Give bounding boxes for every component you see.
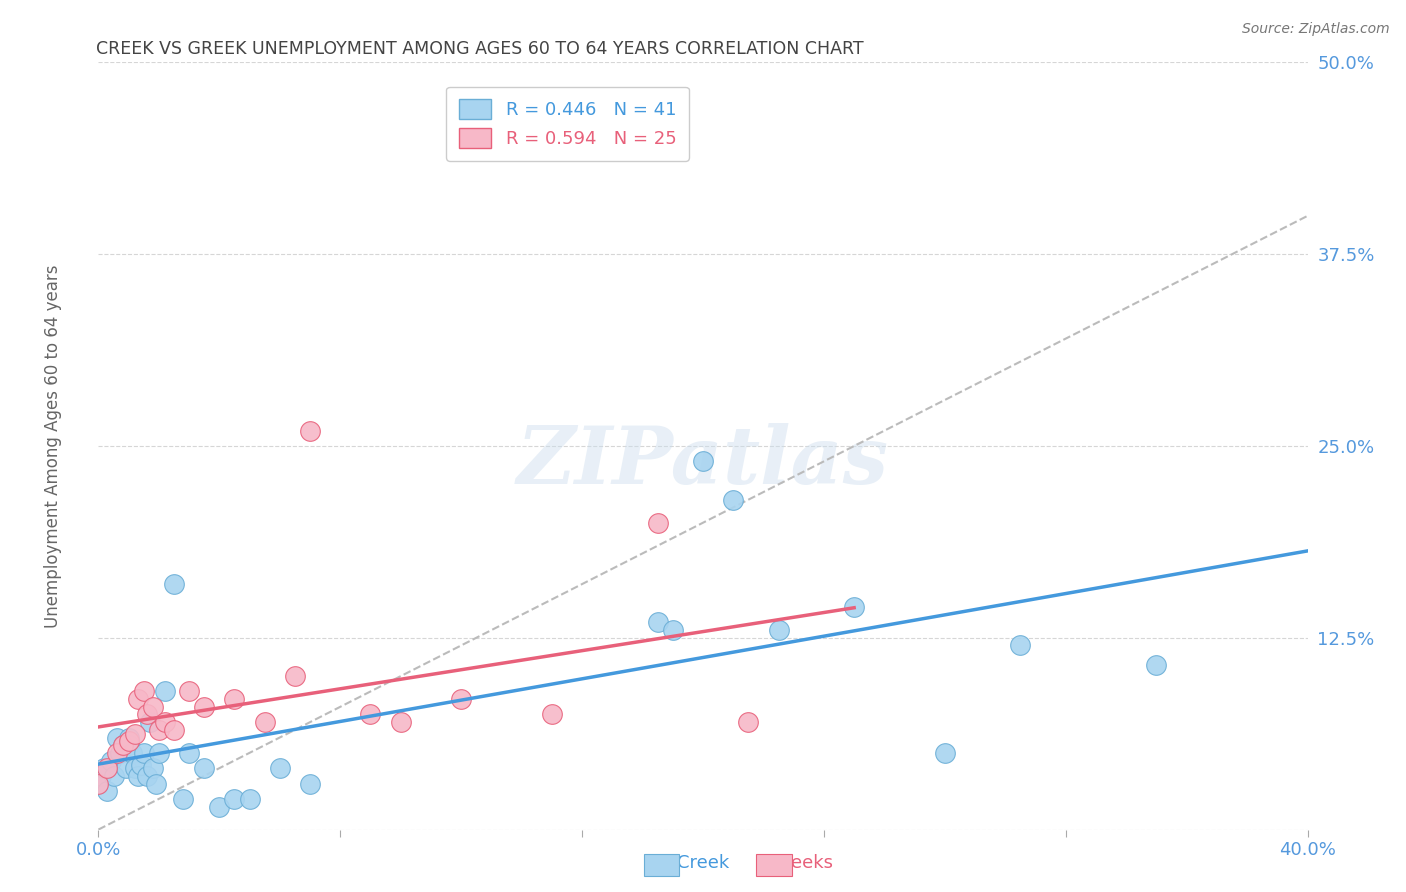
Point xyxy=(129,758,152,772)
Point xyxy=(145,776,167,790)
Point xyxy=(1010,639,1032,653)
Point xyxy=(87,776,110,790)
Point xyxy=(142,761,165,775)
Point xyxy=(692,454,714,468)
Point xyxy=(105,746,128,760)
Point xyxy=(111,738,134,752)
Point xyxy=(124,727,146,741)
Point xyxy=(132,684,155,698)
Point xyxy=(111,738,134,752)
Point xyxy=(121,746,143,760)
Point xyxy=(269,761,291,775)
Text: CREEK VS GREEK UNEMPLOYMENT AMONG AGES 60 TO 64 YEARS CORRELATION CHART: CREEK VS GREEK UNEMPLOYMENT AMONG AGES 6… xyxy=(96,40,863,58)
Point xyxy=(299,776,322,790)
Point xyxy=(163,577,186,591)
Point xyxy=(132,746,155,760)
Point xyxy=(179,684,201,698)
Point xyxy=(127,692,149,706)
Point xyxy=(93,761,115,775)
Point xyxy=(139,715,162,730)
Point xyxy=(90,769,112,783)
Text: Creek: Creek xyxy=(676,855,730,872)
Point xyxy=(100,754,122,768)
Point xyxy=(179,746,201,760)
Point xyxy=(360,707,382,722)
Point xyxy=(163,723,186,737)
Text: Greeks: Greeks xyxy=(770,855,832,872)
Point xyxy=(647,615,669,630)
Point xyxy=(224,692,246,706)
Point xyxy=(647,516,669,530)
Text: ZIPatlas: ZIPatlas xyxy=(517,423,889,500)
Text: Source: ZipAtlas.com: Source: ZipAtlas.com xyxy=(1241,22,1389,37)
Point xyxy=(284,669,307,683)
Point xyxy=(105,731,128,745)
Point xyxy=(172,792,194,806)
Point xyxy=(108,746,131,760)
Point xyxy=(193,699,215,714)
Point xyxy=(135,769,157,783)
Point xyxy=(193,761,215,775)
Point xyxy=(844,600,866,615)
Point xyxy=(768,623,790,637)
Point xyxy=(934,746,956,760)
Point xyxy=(148,723,170,737)
Point xyxy=(153,684,176,698)
Point xyxy=(737,715,759,730)
Point xyxy=(1144,658,1167,673)
Point xyxy=(118,731,141,745)
Point xyxy=(540,707,562,722)
Legend: R = 0.446   N = 41, R = 0.594   N = 25: R = 0.446 N = 41, R = 0.594 N = 25 xyxy=(446,87,689,161)
Point xyxy=(389,715,412,730)
Point xyxy=(299,424,322,438)
Point xyxy=(142,699,165,714)
Point xyxy=(118,733,141,747)
Point xyxy=(96,784,118,798)
Point xyxy=(103,769,125,783)
Point xyxy=(87,776,110,790)
Point xyxy=(239,792,262,806)
Point xyxy=(127,769,149,783)
Point xyxy=(148,746,170,760)
Point xyxy=(135,707,157,722)
Point xyxy=(153,715,176,730)
Point xyxy=(450,692,472,706)
Point xyxy=(118,738,141,752)
Point xyxy=(124,761,146,775)
Point xyxy=(661,623,683,637)
Text: Unemployment Among Ages 60 to 64 years: Unemployment Among Ages 60 to 64 years xyxy=(45,264,62,628)
Point xyxy=(224,792,246,806)
Point xyxy=(208,799,231,814)
Point xyxy=(253,715,276,730)
Point xyxy=(96,761,118,775)
Point xyxy=(114,761,136,775)
Point xyxy=(723,492,745,507)
